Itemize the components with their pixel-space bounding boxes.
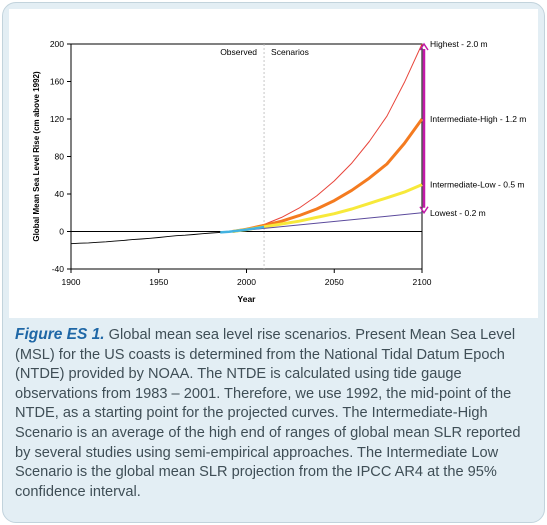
chart-area: -40 0 40 80 120 160 200 1900 1950 2000 2050 2100 Yea… (9, 9, 538, 318)
sea-level-chart: -40 0 40 80 120 160 200 1900 1950 2000 2050 2100 Yea… (32, 39, 526, 304)
bridge-line (220, 225, 265, 234)
y-axis-title: Global Mean Sea Level Rise (cm above 199… (32, 71, 41, 242)
y-tick-label: 200 (50, 39, 64, 49)
scenario-line-3 (232, 212, 423, 232)
figure-caption: Figure ES 1. Global mean sea level rise … (15, 325, 537, 502)
y-tick-label: 0 (59, 227, 64, 237)
series-label-0: Highest - 2.0 m (430, 39, 488, 49)
observed-line (70, 231, 233, 245)
caption-text: Global mean sea level rise scenarios. Pr… (15, 327, 521, 500)
series-label-1: Intermediate-High - 1.2 m (430, 114, 526, 124)
divider-label-observed: Observed (220, 47, 257, 57)
scenario-line-2 (232, 183, 423, 233)
range-bar-arrow-top (419, 42, 429, 51)
series-label-3: Lowest - 0.2 m (430, 208, 486, 218)
caption-label: Figure ES 1. (15, 326, 105, 343)
x-tick-label: 2100 (413, 277, 432, 287)
plot-frame (70, 43, 423, 270)
y-tick-label: 160 (50, 77, 64, 87)
y-tick-label: -40 (52, 264, 65, 274)
x-tick-label: 1950 (149, 277, 168, 287)
divider-label-scenarios: Scenarios (271, 47, 309, 57)
y-tick-label: 80 (55, 152, 65, 162)
y-tick-label: 120 (50, 114, 64, 124)
x-tick-label: 2000 (237, 277, 256, 287)
x-axis-title: Year (238, 294, 257, 304)
x-tick-label: 1900 (62, 277, 81, 287)
range-bar-arrow-bottom (419, 206, 429, 215)
series-label-2: Intermediate-Low - 0.5 m (430, 180, 524, 190)
y-tick-label: 40 (55, 189, 65, 199)
x-tick-label: 2050 (325, 277, 344, 287)
